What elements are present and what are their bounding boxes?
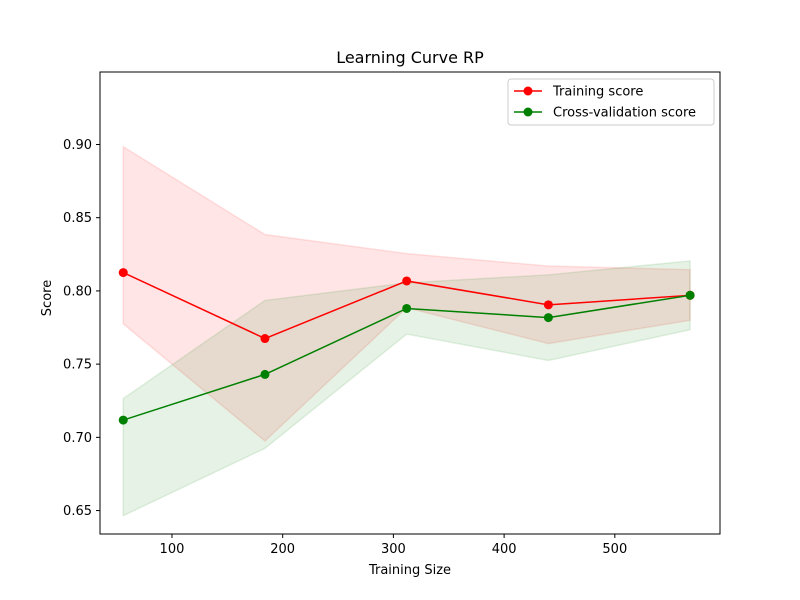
axes: 100 200 300 400 500 0.65 0.70 0.75 0.80 0.85 0.90	[63, 71, 721, 557]
plot-frame	[99, 71, 721, 535]
data-point-cross-validation	[543, 313, 553, 323]
data-point-training	[260, 334, 270, 344]
chart-title: Learning Curve RP	[336, 48, 484, 67]
x-tick-label: 300	[381, 542, 406, 557]
x-tick-label: 200	[270, 542, 295, 557]
y-tick-label: 0.85	[63, 211, 92, 226]
data-point-cross-validation	[260, 369, 270, 379]
series-lines	[118, 268, 695, 425]
x-axis-label: Training Size	[368, 563, 451, 578]
y-tick-label: 0.80	[63, 284, 92, 299]
x-tick-label: 400	[492, 542, 517, 557]
legend-label-cross-validation: Cross-validation score	[553, 106, 696, 121]
confidence-band-training	[122, 145, 691, 443]
legend: Training score Cross-validation score	[507, 78, 715, 126]
x-tick-label: 100	[160, 542, 185, 557]
legend-marker-training	[523, 86, 533, 96]
data-point-training	[402, 276, 412, 286]
y-tick-label: 0.75	[63, 358, 92, 373]
legend-label-training: Training score	[552, 85, 643, 100]
x-tick-label: 500	[602, 542, 627, 557]
data-point-training	[118, 268, 128, 278]
y-tick-label: 0.70	[63, 431, 92, 446]
y-axis-label: Score	[40, 280, 55, 316]
legend-box	[507, 78, 715, 126]
confidence-band-cross-validation	[122, 260, 691, 517]
data-point-cross-validation	[685, 290, 695, 300]
y-tick-label: 0.90	[63, 138, 92, 153]
data-point-cross-validation	[118, 415, 128, 425]
confidence-bands	[122, 145, 691, 517]
data-point-cross-validation	[402, 303, 412, 313]
data-point-training	[543, 300, 553, 310]
y-tick-label: 0.65	[63, 504, 92, 519]
legend-marker-cross-validation	[523, 107, 533, 117]
